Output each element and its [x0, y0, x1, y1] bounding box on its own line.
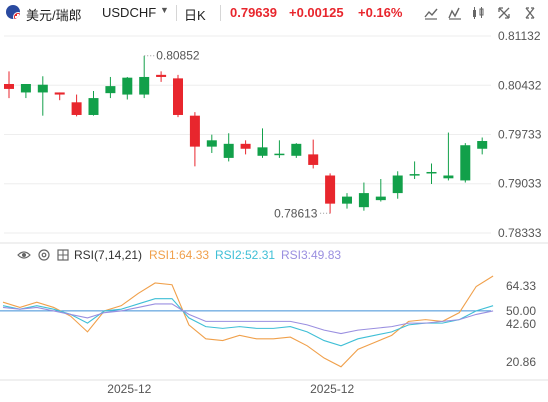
currency-pair-flag-icon [6, 5, 20, 19]
rsi-series-line-2 [2, 298, 494, 347]
last-price: 0.79639 [230, 5, 277, 20]
rsi3-value: RSI3:49.83 [281, 248, 342, 262]
price-change: +0.00125 [289, 5, 344, 20]
price-tick-label: 0.79033 [498, 177, 542, 191]
candle-body [477, 141, 488, 149]
settings-icon[interactable] [447, 5, 463, 21]
price-tick-label: 0.81132 [498, 29, 541, 43]
chart-toolbar: 美元/瑞郎 USDCHF ▼ 日K 0.79639 +0.00125 +0.16… [0, 0, 548, 26]
rsi-series-line-3 [2, 303, 494, 335]
candle-body [392, 175, 403, 194]
symbol-code[interactable]: USDCHF [102, 5, 157, 20]
indicator-name[interactable]: RSI(7,14,21) [74, 248, 143, 262]
caret-down-icon[interactable]: ▼ [160, 5, 169, 15]
candle-body [71, 102, 82, 115]
candle-body [156, 74, 167, 77]
x-axis-label: 2025-12 [107, 382, 151, 396]
indicator-icon[interactable] [470, 5, 486, 21]
period-selector[interactable]: 日K [184, 8, 206, 23]
candle-body [189, 115, 200, 147]
candle-body [206, 140, 217, 147]
visibility-icon[interactable] [17, 248, 31, 262]
candle-body [122, 77, 133, 95]
symbol-name[interactable]: 美元/瑞郎 [26, 8, 82, 23]
candle-body [460, 145, 471, 181]
candle-body [342, 196, 352, 204]
candle-body [426, 171, 437, 174]
candle-body [88, 98, 99, 115]
rsi-tick-label: 20.86 [506, 355, 536, 369]
rsi-tick-label: 64.33 [506, 279, 536, 293]
candle-body [308, 154, 319, 165]
price-tick-label: 0.80432 [498, 78, 542, 92]
candle-body [37, 84, 48, 93]
fullscreen-icon[interactable] [496, 5, 512, 21]
rsi1-value: RSI1:64.33 [149, 248, 210, 262]
candle-body [375, 196, 386, 201]
candle-body [358, 193, 369, 208]
price-tick-label: 0.78333 [498, 226, 542, 240]
candle-body [274, 153, 285, 156]
indicator-list-icon[interactable] [56, 248, 70, 262]
candle-body [325, 175, 336, 204]
candle-body [20, 84, 31, 93]
candle-body [240, 143, 251, 149]
candle-body [223, 143, 234, 158]
candle-body [139, 76, 150, 95]
candle-body [291, 143, 302, 156]
low-annotation-label: 0.78613 [274, 206, 318, 220]
rsi-series-line-1 [2, 275, 494, 368]
indicator-settings-icon[interactable] [37, 248, 51, 262]
candle-body [257, 147, 268, 156]
toolbar-divider [176, 5, 177, 21]
x-axis-label: 2025-12 [310, 382, 354, 396]
rsi2-value: RSI2:52.31 [215, 248, 276, 262]
grid-icon[interactable] [522, 5, 538, 21]
candle-body [409, 174, 420, 176]
chart-type-icon[interactable] [423, 5, 439, 21]
candle-body [54, 92, 65, 95]
price-tick-label: 0.79733 [498, 127, 542, 141]
candle-body [443, 175, 454, 179]
rsi-tick-label: 50.00 [506, 304, 536, 318]
price-change-percent: +0.16% [358, 5, 403, 20]
toolbar-divider [220, 5, 221, 21]
candle-body [105, 86, 116, 94]
high-annotation-label: 0.80852 [156, 49, 200, 63]
candle-body [173, 78, 183, 115]
candle-body [4, 84, 14, 89]
rsi-tick-label: 42.60 [506, 317, 536, 331]
